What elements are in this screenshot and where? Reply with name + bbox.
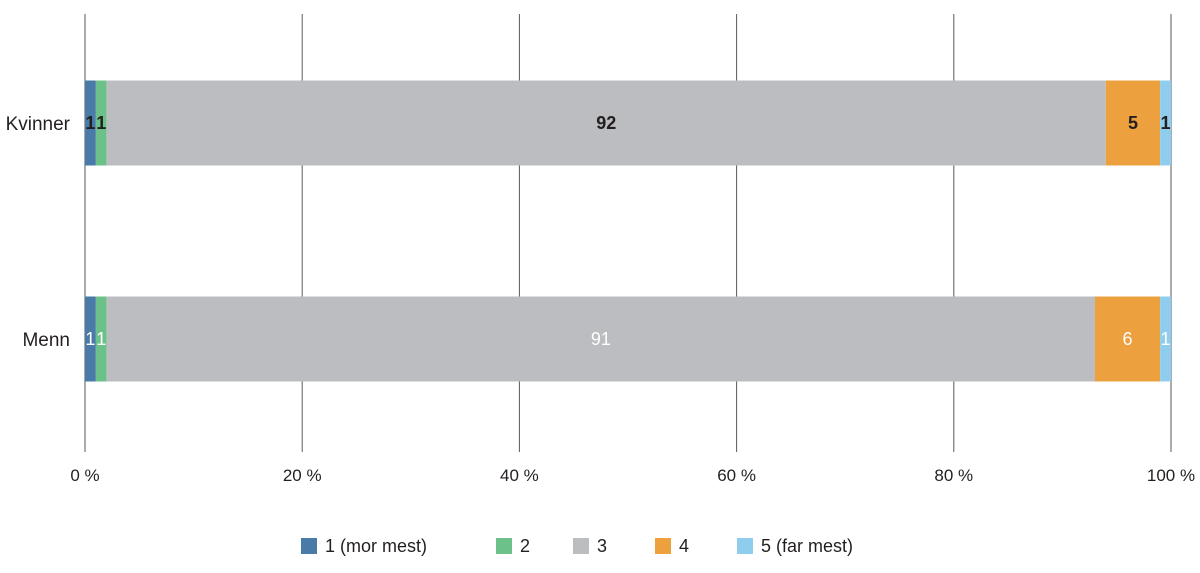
bar-menn-series-1 [85, 296, 96, 382]
bar-kvinner-series-1 [85, 80, 96, 166]
data-label-kvinner-series-5: 1 [1161, 113, 1171, 133]
category-label-kvinner: Kvinner [6, 114, 71, 135]
bar-kvinner-series-4 [1105, 80, 1161, 166]
bar-kvinner-series-5 [1160, 80, 1171, 166]
x-tick-label-5: 100 % [1147, 466, 1195, 485]
x-tick-label-2: 40 % [500, 466, 539, 485]
legend-swatch-4 [655, 538, 671, 554]
data-label-kvinner-series-2: 1 [96, 113, 106, 133]
data-label-menn-series-5: 1 [1161, 329, 1171, 349]
bar-kvinner-series-2 [95, 80, 107, 166]
bar-menn-series-2 [95, 296, 107, 382]
segment-labels: 1 1 92 5 11 1 91 6 1 [85, 113, 1170, 349]
data-label-menn-series-4: 6 [1123, 329, 1133, 349]
legend-swatch-5 [737, 538, 753, 554]
legend-label-3: 3 [597, 536, 607, 556]
bar-menn-series-4 [1094, 296, 1161, 382]
data-label-kvinner-series-1: 1 [85, 113, 95, 133]
data-label-kvinner-series-3: 92 [596, 113, 616, 133]
bar-kvinner-series-3 [106, 80, 1106, 166]
legend: 1 (mor mest) 2 3 4 5 (far mest) [301, 536, 853, 556]
category-label-menn: Menn [22, 330, 70, 351]
legend-swatch-1 [301, 538, 317, 554]
bars [85, 80, 1171, 382]
legend-label-4: 4 [679, 536, 689, 556]
bar-menn-series-5 [1160, 296, 1171, 382]
legend-label-1: 1 (mor mest) [325, 536, 427, 556]
x-tick-label-1: 20 % [283, 466, 322, 485]
legend-label-5: 5 (far mest) [761, 536, 853, 556]
bar-menn-series-3 [106, 296, 1095, 382]
grid-lines [84, 14, 1172, 452]
category-labels: Kvinner Menn [6, 114, 71, 351]
data-label-menn-series-2: 1 [96, 329, 106, 349]
legend-swatch-3 [573, 538, 589, 554]
legend-label-2: 2 [520, 536, 530, 556]
data-label-kvinner-series-4: 5 [1128, 113, 1138, 133]
x-tick-label-3: 60 % [717, 466, 756, 485]
x-tick-labels: 0 % 20 % 40 % 60 % 80 % 100 % [70, 466, 1195, 485]
data-label-menn-series-3: 91 [591, 329, 611, 349]
x-tick-label-0: 0 % [70, 466, 99, 485]
data-label-menn-series-1: 1 [85, 329, 95, 349]
x-tick-label-4: 80 % [934, 466, 973, 485]
legend-swatch-2 [496, 538, 512, 554]
